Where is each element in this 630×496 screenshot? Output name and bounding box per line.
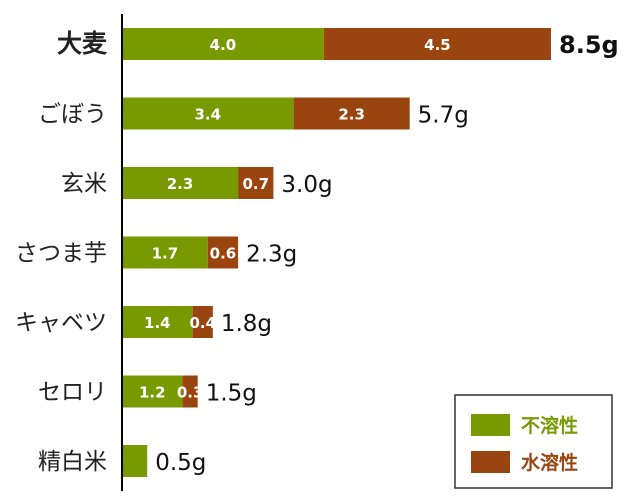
category-label: 精白米: [38, 449, 107, 475]
legend-label-soluble: 水溶性: [521, 451, 578, 474]
legend: 不溶性 水溶性: [454, 394, 613, 489]
segment-value-label: 2.3: [167, 175, 194, 193]
total-value-label: 2.3g: [246, 242, 297, 268]
bar-segment-soluble: [192, 306, 213, 338]
total-value-label: 1.5g: [206, 381, 257, 407]
category-label: さつま芋: [15, 241, 107, 267]
bar-segment-soluble: [323, 28, 551, 60]
segment-value-label: 0.7: [242, 175, 269, 193]
bar-segment-insoluble: [122, 445, 148, 477]
bar-segment-soluble: [293, 97, 410, 130]
segment-value-label: 1.4: [144, 314, 171, 332]
segment-value-label: 4.5: [424, 36, 451, 54]
category-label: セロリ: [38, 380, 107, 406]
total-value-label: 8.5g: [559, 31, 619, 59]
segment-value-label: 4.0: [210, 36, 237, 54]
category-label: 玄米: [61, 171, 107, 197]
category-label: 大麦: [57, 29, 108, 58]
bar-segment-insoluble: [122, 236, 208, 269]
total-value-label: 5.7g: [418, 103, 469, 129]
bar-segment-soluble: [238, 167, 274, 199]
segment-value-label: 3.4: [195, 106, 222, 124]
segment-value-label: 2.3: [338, 106, 365, 124]
segment-value-label: 0.4: [189, 314, 216, 332]
segment-value-label: 1.2: [139, 384, 166, 402]
segment-value-label: 0.3: [177, 384, 204, 402]
total-value-label: 1.8g: [221, 311, 272, 337]
bar-segment-insoluble: [122, 306, 193, 338]
category-label: キャベツ: [15, 310, 107, 336]
legend-label-insoluble: 不溶性: [521, 414, 578, 437]
bar-segment-insoluble: [122, 375, 183, 408]
legend-frame: [454, 394, 613, 489]
segment-value-label: 0.6: [210, 245, 237, 263]
bar-segment-insoluble: [122, 28, 324, 60]
category-label: ごぼう: [38, 102, 107, 128]
legend-swatch-soluble: [471, 451, 510, 473]
legend-swatch-insoluble: [471, 414, 510, 436]
bar-segment-insoluble: [122, 97, 294, 130]
total-value-label: 0.5g: [155, 450, 206, 476]
bar-segment-soluble: [207, 236, 239, 269]
bar-segment-insoluble: [122, 167, 239, 199]
total-value-label: 3.0g: [281, 172, 332, 198]
segment-value-label: 1.7: [152, 245, 179, 263]
bars-layer: 大麦 4.0 4.5 8.5g ごぼう 3.4 2.3 5.7g 玄米 2.3 0.7 3.0g さつま…: [15, 28, 619, 477]
bar-segment-soluble: [182, 375, 198, 408]
